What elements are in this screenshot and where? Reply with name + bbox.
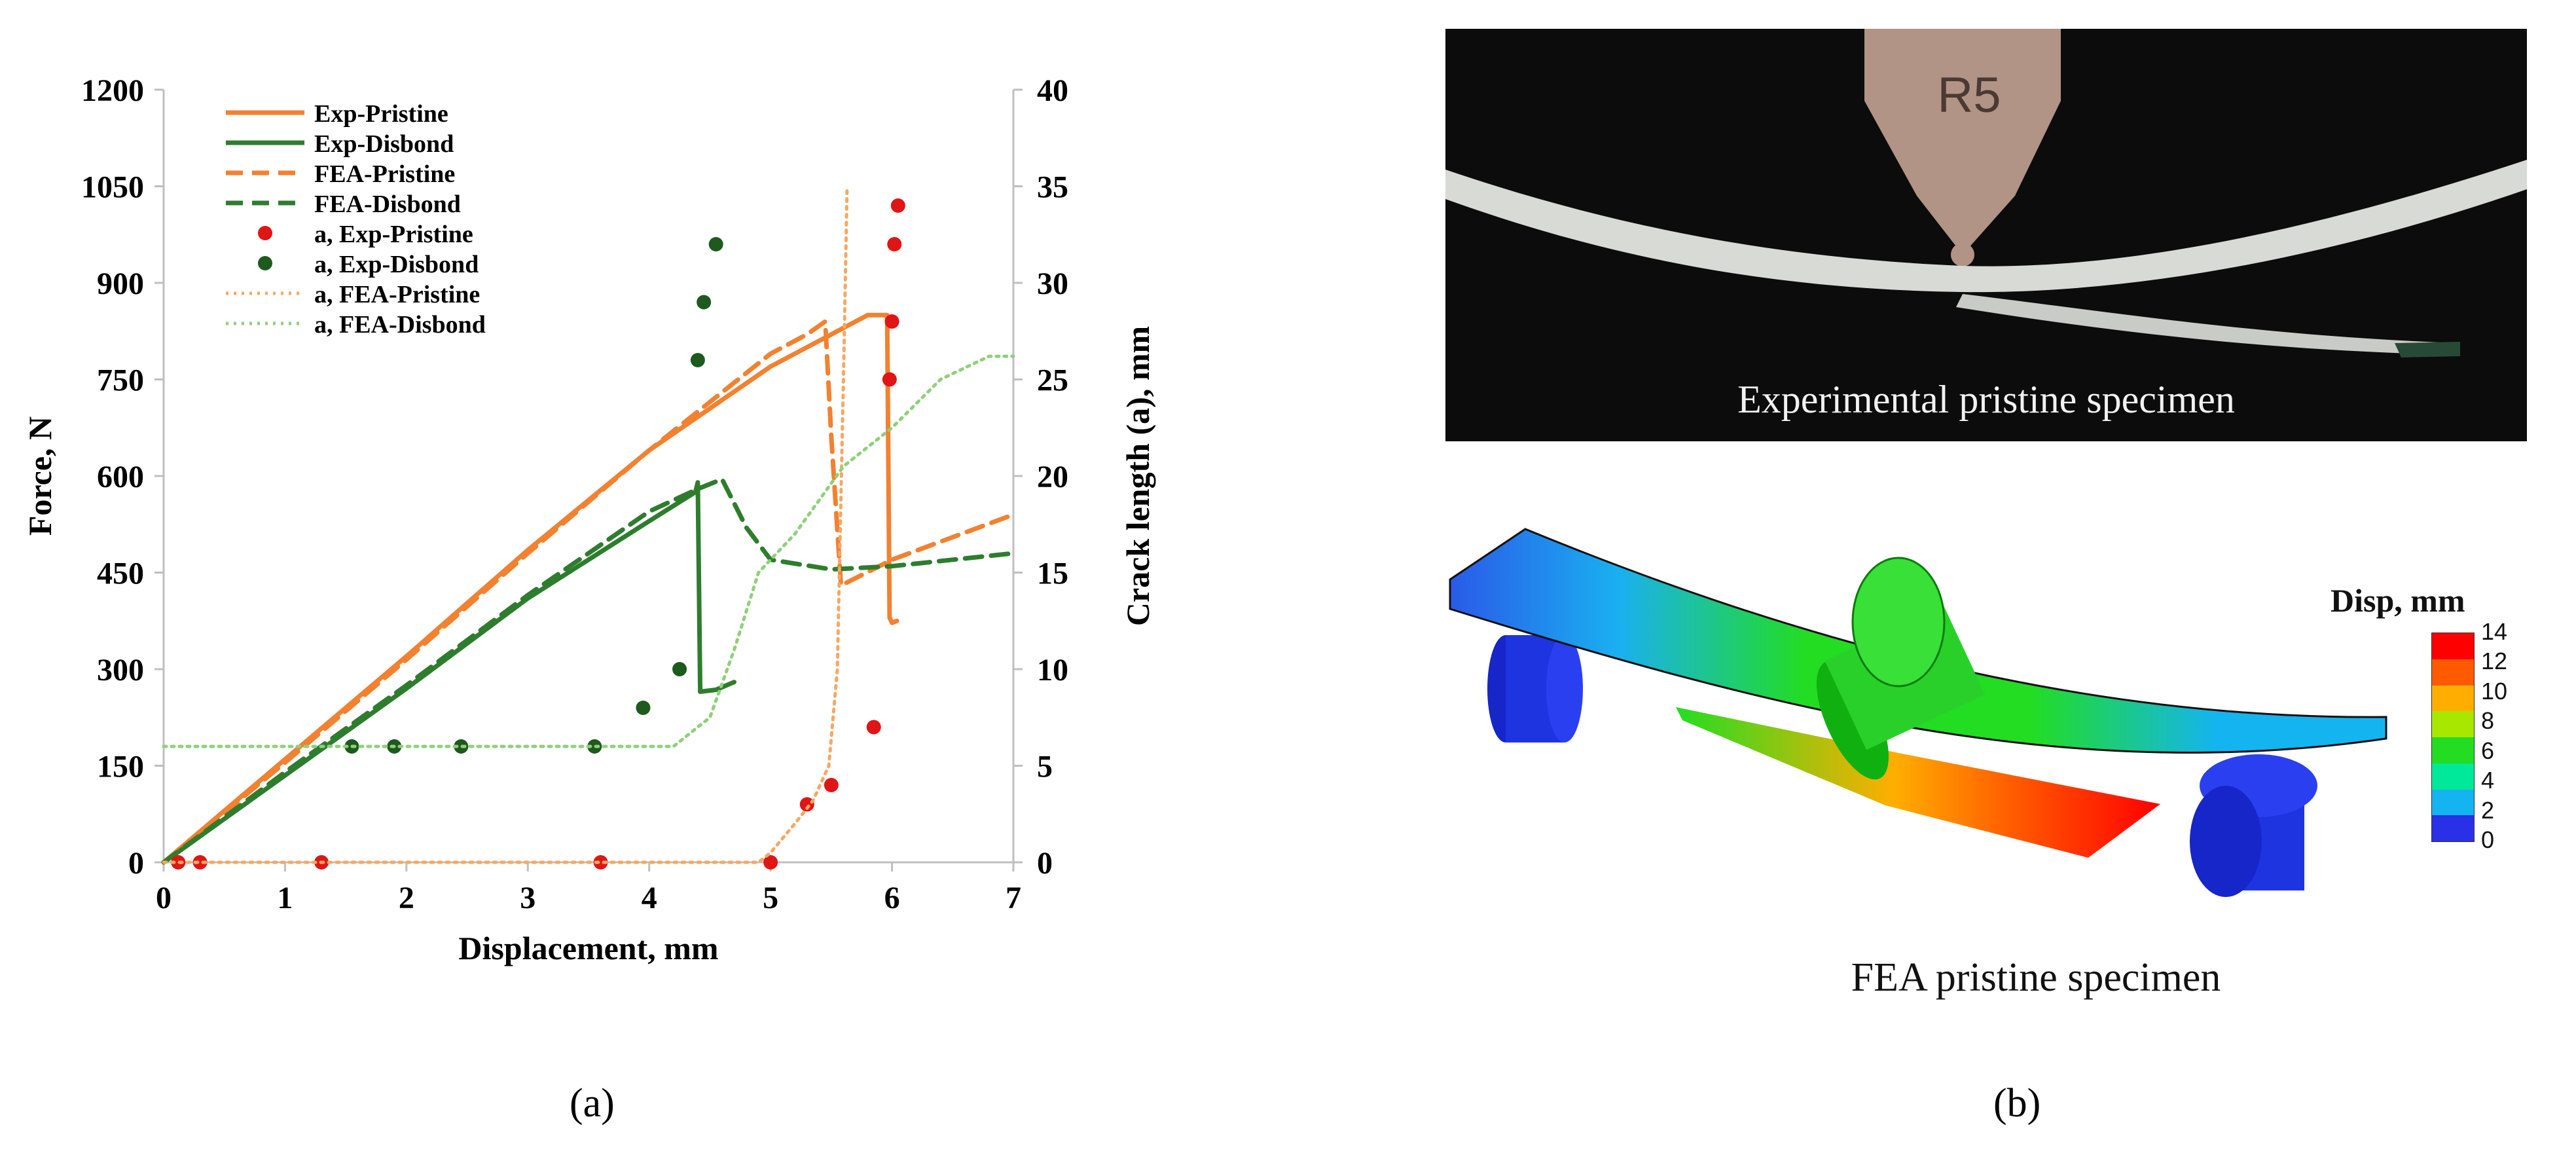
point-a-exp-pristine <box>882 372 897 387</box>
y-tick-label: 750 <box>97 363 144 398</box>
x-tick-label: 4 <box>642 881 657 915</box>
line-exp-pristine <box>161 312 899 865</box>
y2-tick-label: 40 <box>1037 73 1068 108</box>
legend-label-a-fea-disbond: a, FEA-Disbond <box>314 311 486 339</box>
y2-tick-label: 10 <box>1037 653 1068 688</box>
point-a-exp-pristine <box>799 797 814 812</box>
y2-tick-label: 5 <box>1037 750 1053 784</box>
legend-swatch-a-exp-pristine <box>258 226 272 240</box>
y2-axis-title: Crack length (a), mm <box>1119 326 1156 626</box>
line-a-fea-pristine <box>162 185 849 864</box>
x-tick-label: 2 <box>399 881 414 915</box>
y2-tick-label: 20 <box>1037 460 1068 494</box>
x-tick-label: 6 <box>884 881 900 915</box>
point-a-exp-disbond <box>708 237 723 251</box>
point-a-exp-pristine <box>593 855 608 870</box>
chart-series <box>161 185 1016 870</box>
y-tick-label: 150 <box>97 750 144 784</box>
y-axis-title: Force, N <box>22 416 58 536</box>
point-a-exp-disbond <box>636 701 651 715</box>
point-a-exp-pristine <box>884 314 899 329</box>
legend-label-exp-pristine: Exp-Pristine <box>314 100 448 128</box>
y-tick-label: 600 <box>97 460 144 494</box>
y2-tick-label: 35 <box>1037 170 1068 205</box>
line-fea-pristine <box>161 319 1016 865</box>
legend-label-a-exp-disbond: a, Exp-Disbond <box>314 251 479 278</box>
line-a-fea-disbond <box>162 354 1015 748</box>
y2-tick-label: 0 <box>1037 846 1053 881</box>
y-tick-label: 450 <box>97 557 144 591</box>
point-a-exp-pristine <box>763 855 778 870</box>
legend-label-a-fea-pristine: a, FEA-Pristine <box>314 281 480 308</box>
point-a-exp-pristine <box>192 855 208 870</box>
point-a-exp-pristine <box>890 198 905 213</box>
panel-label-b: (b) <box>1993 1081 2041 1126</box>
x-tick-label: 7 <box>1006 881 1021 915</box>
legend-label-fea-pristine: FEA-Pristine <box>314 160 455 188</box>
y-tick-label: 900 <box>97 266 144 301</box>
x-tick-label: 0 <box>156 881 172 915</box>
y-tick-label: 1200 <box>81 73 144 108</box>
y2-tick-label: 30 <box>1037 266 1068 301</box>
x-axis-title: Displacement, mm <box>458 930 718 966</box>
y2-tick-label: 25 <box>1037 363 1068 398</box>
y-tick-label: 0 <box>128 846 144 881</box>
legend-label-a-exp-pristine: a, Exp-Pristine <box>314 221 473 248</box>
legend-swatch-a-exp-disbond <box>258 256 272 270</box>
x-tick-label: 1 <box>277 881 293 915</box>
line-exp-disbond <box>161 480 736 865</box>
x-tick-label: 5 <box>763 881 778 915</box>
point-a-exp-pristine <box>887 237 902 251</box>
panel-label-a: (a) <box>570 1081 615 1126</box>
point-a-exp-pristine <box>866 720 881 735</box>
chart-axes: 0150300450600750900105012000510152025303… <box>22 73 1156 966</box>
x-tick-label: 3 <box>520 881 535 915</box>
point-a-exp-disbond <box>697 295 712 310</box>
legend-label-fea-disbond: FEA-Disbond <box>314 191 461 218</box>
point-a-exp-disbond <box>672 662 687 676</box>
y-tick-label: 300 <box>97 653 144 688</box>
y2-tick-label: 15 <box>1037 557 1068 591</box>
line-fea-disbond <box>161 477 1016 865</box>
y-tick-label: 1050 <box>81 170 144 205</box>
point-a-exp-disbond <box>690 353 705 367</box>
point-a-exp-pristine <box>824 778 839 792</box>
legend-label-exp-disbond: Exp-Disbond <box>314 130 454 158</box>
